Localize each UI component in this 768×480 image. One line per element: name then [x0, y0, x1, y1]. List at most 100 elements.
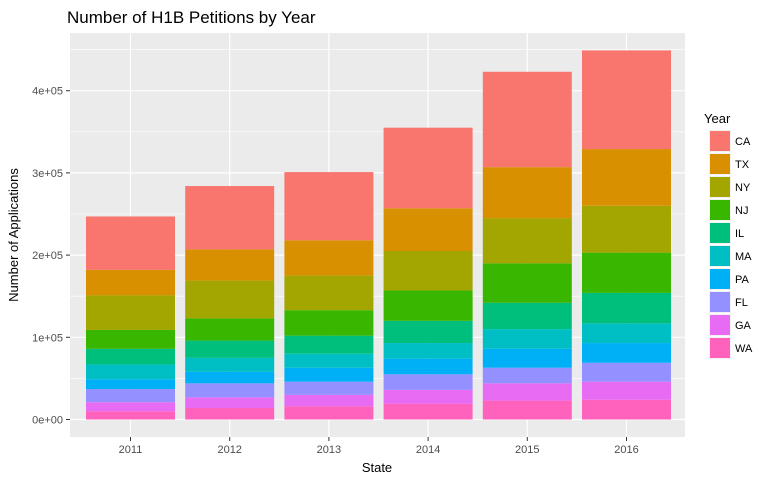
legend-label: PA	[735, 274, 750, 286]
legend-swatch	[710, 154, 730, 174]
bar-segment-fl	[86, 389, 175, 403]
legend-swatch	[710, 200, 730, 220]
bar-segment-ca	[383, 127, 473, 209]
bar-segment-fl	[284, 381, 374, 395]
bar-segment-ca	[86, 216, 175, 270]
legend-label: WA	[735, 343, 753, 355]
bar-segment-nj	[185, 318, 275, 341]
x-tick-label: 2013	[317, 444, 341, 456]
bar-segment-ga	[86, 402, 175, 412]
bar-segment-pa	[86, 379, 175, 390]
legend-swatch	[710, 246, 730, 266]
legend-item-tx: TX	[709, 153, 750, 175]
bar-segment-pa	[383, 358, 473, 375]
y-tick-labels: 0e+00 1e+05 2e+05 3e+05 4e+05	[32, 86, 70, 427]
bar-segment-ny	[582, 205, 671, 253]
bar-segment-wa	[284, 406, 374, 420]
x-tick-labels: 2011 2012 2013 2014 2015 2016	[119, 437, 639, 456]
legend-item-ga: GA	[709, 314, 752, 336]
legend-item-pa: PA	[709, 268, 750, 290]
legend-item-ny: NY	[709, 176, 751, 198]
bar-segment-ny	[482, 218, 572, 264]
bar-segment-pa	[284, 367, 374, 382]
x-tick-label: 2012	[217, 444, 241, 456]
bar-segment-wa	[482, 400, 572, 420]
bar-segment-ga	[284, 394, 374, 407]
legend-item-fl: FL	[709, 291, 748, 313]
bar-segment-nj	[284, 310, 374, 336]
bar-segment-fl	[482, 367, 572, 384]
y-axis-title: Number of Applications	[6, 168, 21, 302]
bar-segment-fl	[582, 362, 671, 382]
legend-label: GA	[735, 320, 752, 332]
bar-segment-ny	[383, 250, 473, 291]
bar-segment-nj	[482, 263, 572, 303]
bar-segment-ma	[185, 357, 275, 372]
legend-swatch	[710, 315, 730, 335]
bar-segment-ny	[284, 275, 374, 311]
y-tick-label: 3e+05	[32, 168, 63, 180]
bar-segment-tx	[284, 240, 374, 276]
x-tick-label: 2014	[416, 444, 440, 456]
bar-segment-ga	[482, 383, 572, 401]
bar-segment-pa	[582, 343, 671, 363]
bar-segment-il	[582, 292, 671, 324]
bar-segment-tx	[482, 167, 572, 219]
legend-item-wa: WA	[709, 337, 753, 359]
legend-label: TX	[735, 159, 750, 171]
legend-swatch	[710, 131, 730, 151]
legend-swatch	[710, 269, 730, 289]
bar-segment-wa	[383, 403, 473, 420]
bar-segment-ny	[185, 280, 275, 319]
bar-segment-wa	[185, 407, 275, 420]
bars	[86, 50, 671, 420]
x-axis-title: State	[362, 460, 392, 475]
bar-segment-ca	[185, 186, 275, 250]
x-tick-label: 2011	[119, 444, 143, 456]
bar-segment-ga	[582, 381, 671, 400]
legend-label: NY	[735, 182, 751, 194]
bar-segment-tx	[582, 149, 671, 206]
legend-swatch	[710, 223, 730, 243]
bar-segment-ma	[582, 323, 671, 344]
bar-segment-pa	[482, 348, 572, 368]
legend-swatch	[710, 292, 730, 312]
bar-segment-wa	[86, 411, 175, 420]
bar-segment-tx	[86, 269, 175, 296]
legend-item-ma: MA	[709, 245, 752, 267]
legend-title: Year	[704, 111, 731, 126]
legend-item-il: IL	[709, 222, 744, 244]
bar-segment-tx	[185, 249, 275, 281]
legend-swatch	[710, 338, 730, 358]
bar-segment-nj	[86, 329, 175, 349]
bar-segment-il	[86, 348, 175, 365]
bar-segment-il	[383, 320, 473, 344]
y-tick-label: 2e+05	[32, 250, 63, 262]
legend-item-ca: CA	[709, 130, 751, 152]
bar-segment-il	[284, 335, 374, 354]
bar-segment-nj	[582, 252, 671, 293]
y-tick-label: 4e+05	[32, 86, 63, 98]
bar-segment-ca	[284, 172, 374, 241]
y-tick-label: 1e+05	[32, 332, 63, 344]
bar-segment-ma	[86, 364, 175, 380]
bar-segment-ma	[482, 329, 572, 349]
legend-swatch	[710, 177, 730, 197]
legend-label: CA	[735, 136, 751, 148]
bar-segment-wa	[582, 399, 671, 420]
bar-segment-ma	[284, 353, 374, 368]
bar-segment-ma	[383, 343, 473, 359]
legend-label: NJ	[735, 205, 748, 217]
bar-segment-il	[482, 302, 572, 330]
legend-label: IL	[735, 228, 744, 240]
bar-segment-ny	[86, 295, 175, 330]
bar-segment-ga	[383, 389, 473, 404]
bar-segment-ga	[185, 397, 275, 408]
bar-segment-fl	[383, 374, 473, 390]
chart-title: Number of H1B Petitions by Year	[67, 8, 316, 27]
legend-item-nj: NJ	[709, 199, 748, 221]
bar-segment-tx	[383, 208, 473, 251]
bar-segment-fl	[185, 383, 275, 398]
bar-segment-il	[185, 340, 275, 358]
bar-segment-ca	[582, 50, 671, 150]
